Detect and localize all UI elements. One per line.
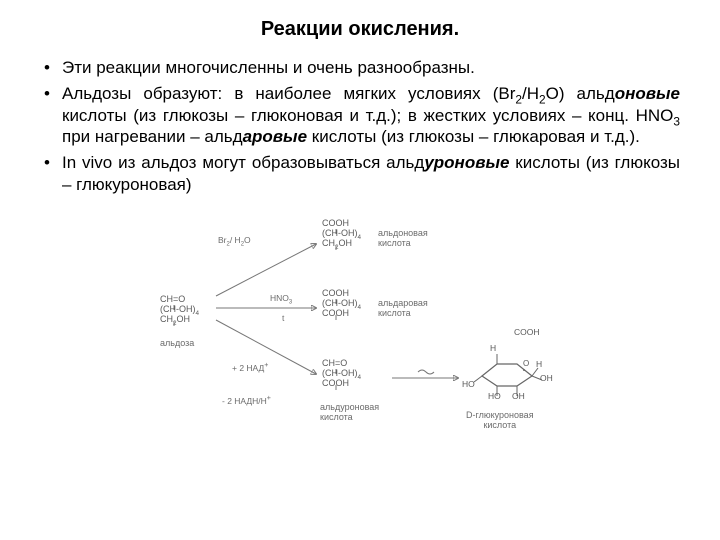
reagent-bot-2: - 2 НАДН/Н+ — [222, 394, 271, 407]
ring-label: D-глюкуроновая кислота — [466, 410, 534, 431]
reagent-mid-t: t — [282, 314, 284, 324]
product-aldaric-label: альдаровая кислота — [378, 298, 428, 319]
reagent-bot-1: + 2 НАД+ — [232, 361, 268, 374]
product-alduronic: CH=O (CH-OH)4 COOH — [322, 358, 361, 389]
start-formula: CH=O (CH-OH)4 CH2OH — [160, 294, 199, 325]
bullet-item: Альдозы образуют: в наиболее мягких усло… — [40, 83, 680, 148]
product-alduronic-label: альдуроновая кислота — [320, 402, 379, 423]
bullet-item: Эти реакции многочисленны и очень разноо… — [40, 57, 680, 79]
bullet-list: Эти реакции многочисленны и очень разноо… — [40, 57, 680, 196]
reagent-mid: HNO3 — [270, 294, 292, 304]
product-aldonic: COOH (CH-OH)4 CH2OH — [322, 218, 361, 249]
product-aldaric: COOH (CH-OH)4 COOH — [322, 288, 361, 319]
svg-text:O: O — [523, 359, 529, 368]
reagent-top: Br2/ H2O — [218, 236, 251, 246]
start-label: альдоза — [160, 338, 194, 348]
product-aldonic-label: альдоновая кислота — [378, 228, 428, 249]
bullet-item: In vivo из альдоз могут образовываться а… — [40, 152, 680, 196]
slide-title: Реакции окисления. — [40, 18, 680, 41]
reaction-diagram: CH=O (CH-OH)4 CH2OH альдоза Br2/ H2O HNO… — [130, 206, 590, 456]
